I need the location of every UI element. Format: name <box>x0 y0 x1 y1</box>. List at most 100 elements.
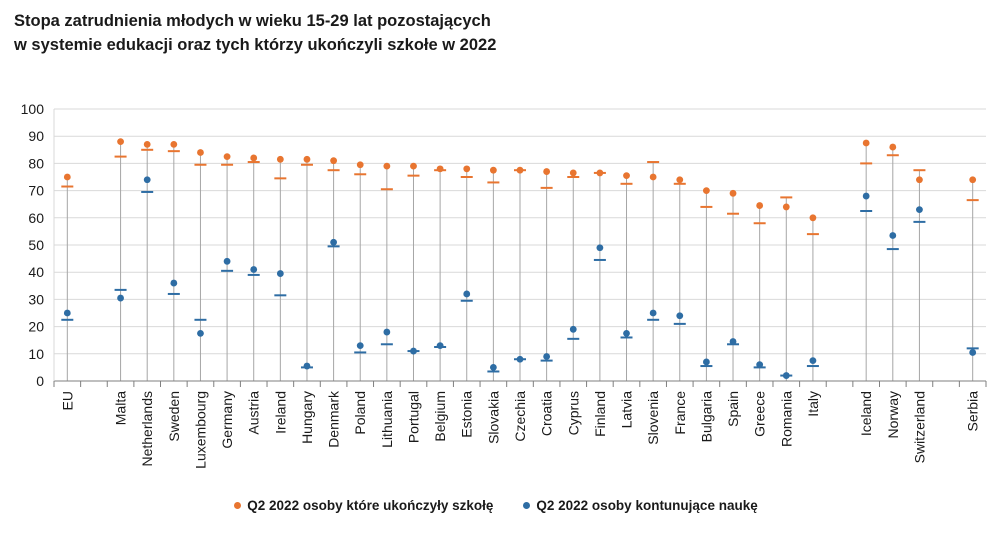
legend-marker-blue <box>523 502 531 509</box>
data-point-graduates <box>889 143 897 151</box>
x-tick-label: Denmark <box>326 390 342 448</box>
data-point-graduates <box>862 139 870 147</box>
data-point-students <box>303 362 311 370</box>
data-point-graduates <box>356 161 364 169</box>
y-tick-label: 60 <box>28 210 44 226</box>
data-point-graduates <box>729 189 737 197</box>
data-point-graduates <box>410 162 417 170</box>
data-point-graduates <box>330 157 337 165</box>
data-point-students <box>889 232 897 239</box>
x-tick-label: Slovakia <box>485 391 501 444</box>
data-point-graduates <box>63 173 71 181</box>
y-tick-label: 20 <box>28 319 44 335</box>
x-tick-label: Finland <box>592 391 608 437</box>
data-point-graduates <box>756 202 764 209</box>
data-point-students <box>756 361 764 369</box>
data-point-graduates <box>383 162 391 170</box>
data-point-graduates <box>676 176 684 184</box>
x-tick-label: Switzerland <box>911 391 927 463</box>
data-point-graduates <box>969 176 977 184</box>
data-point-students <box>250 266 258 273</box>
data-point-graduates <box>170 140 178 148</box>
x-tick-label: Bulgaria <box>698 391 714 443</box>
data-point-students <box>436 342 444 350</box>
chart-legend: Q2 2022 osoby które ukończyły szkołę Q2 … <box>0 498 992 513</box>
y-tick-label: 100 <box>21 101 45 117</box>
data-point-students <box>729 338 737 345</box>
x-tick-label: Estonia <box>459 391 475 438</box>
y-tick-label: 0 <box>36 373 44 389</box>
chart-title-line-1: Stopa zatrudnienia młodych w wieku 15-29… <box>14 12 491 30</box>
data-point-students <box>117 294 124 302</box>
data-point-students <box>676 312 684 320</box>
x-tick-label: Poland <box>352 391 368 435</box>
data-point-graduates <box>250 154 258 162</box>
x-tick-label: Belgium <box>432 391 448 442</box>
y-tick-label: 10 <box>28 346 44 362</box>
y-tick-label: 70 <box>28 183 44 199</box>
data-point-students <box>809 357 817 364</box>
data-point-students <box>649 309 657 317</box>
data-point-students <box>170 279 178 287</box>
data-point-graduates <box>809 214 817 222</box>
data-point-graduates <box>596 169 604 177</box>
data-point-students <box>463 290 471 298</box>
x-tick-label: EU <box>59 391 75 410</box>
data-point-students <box>596 244 604 252</box>
data-point-students <box>782 372 790 379</box>
chart-plot: 0 10 20 30 40 50 60 70 80 90 100 EU Malta Netherlands… <box>21 101 987 469</box>
x-tick-label: Sweden <box>166 391 182 442</box>
data-point-graduates <box>543 168 551 175</box>
data-point-graduates <box>489 166 497 174</box>
x-tick-label: France <box>672 391 688 435</box>
data-point-students <box>969 349 977 356</box>
data-point-students <box>569 325 577 333</box>
data-point-students <box>703 358 710 366</box>
data-point-graduates <box>516 166 524 174</box>
data-point-graduates <box>197 149 204 156</box>
data-point-graduates <box>223 153 231 161</box>
x-tick-label: Cyprus <box>565 391 581 435</box>
data-point-graduates <box>117 138 124 146</box>
y-tick-label: 30 <box>28 291 44 307</box>
data-point-graduates <box>276 155 284 163</box>
data-point-students <box>516 355 524 363</box>
x-tick-label: Portugal <box>405 391 421 443</box>
data-point-graduates <box>436 165 444 173</box>
x-tick-label: Italy <box>805 391 821 417</box>
data-point-students <box>410 347 417 355</box>
legend-item-students: Q2 2022 osoby kontunujące naukę <box>523 498 758 513</box>
x-tick-label: Latvia <box>619 391 635 429</box>
legend-item-graduates: Q2 2022 osoby które ukończyły szkołę <box>234 498 493 513</box>
x-tick-label: Lithuania <box>379 391 395 448</box>
data-point-students <box>916 206 923 214</box>
y-tick-label: 50 <box>28 237 44 253</box>
x-tick-label: Romania <box>778 391 794 447</box>
x-tick-label: Norway <box>885 391 901 438</box>
x-tick-label: Slovenia <box>645 391 661 445</box>
data-point-students <box>197 330 204 337</box>
data-point-graduates <box>303 155 311 163</box>
data-point-students <box>489 364 497 371</box>
data-point-students <box>543 353 551 360</box>
data-point-graduates <box>569 169 577 177</box>
x-tick-label: Austria <box>246 391 262 435</box>
data-point-students <box>862 192 870 200</box>
data-point-students <box>383 328 391 336</box>
data-point-students <box>276 270 284 277</box>
x-tick-label: Luxembourg <box>192 391 208 469</box>
x-tick-label: Ireland <box>272 391 288 434</box>
x-tick-label: Croatia <box>539 391 555 436</box>
chart-title: Stopa zatrudnienia młodych w wieku 15-29… <box>14 9 496 57</box>
y-tick-label: 90 <box>28 128 44 144</box>
data-point-students <box>143 176 151 184</box>
data-point-students <box>623 330 630 337</box>
x-tick-label: Iceland <box>858 391 874 436</box>
x-tick-label: Serbia <box>965 391 981 432</box>
data-point-graduates <box>703 187 710 195</box>
data-point-graduates <box>623 172 630 180</box>
legend-label-students: Q2 2022 osoby kontunujące naukę <box>536 498 758 513</box>
x-tick-label: Netherlands <box>139 391 155 467</box>
data-point-students <box>356 342 364 350</box>
legend-label-graduates: Q2 2022 osoby które ukończyły szkołę <box>247 498 494 513</box>
